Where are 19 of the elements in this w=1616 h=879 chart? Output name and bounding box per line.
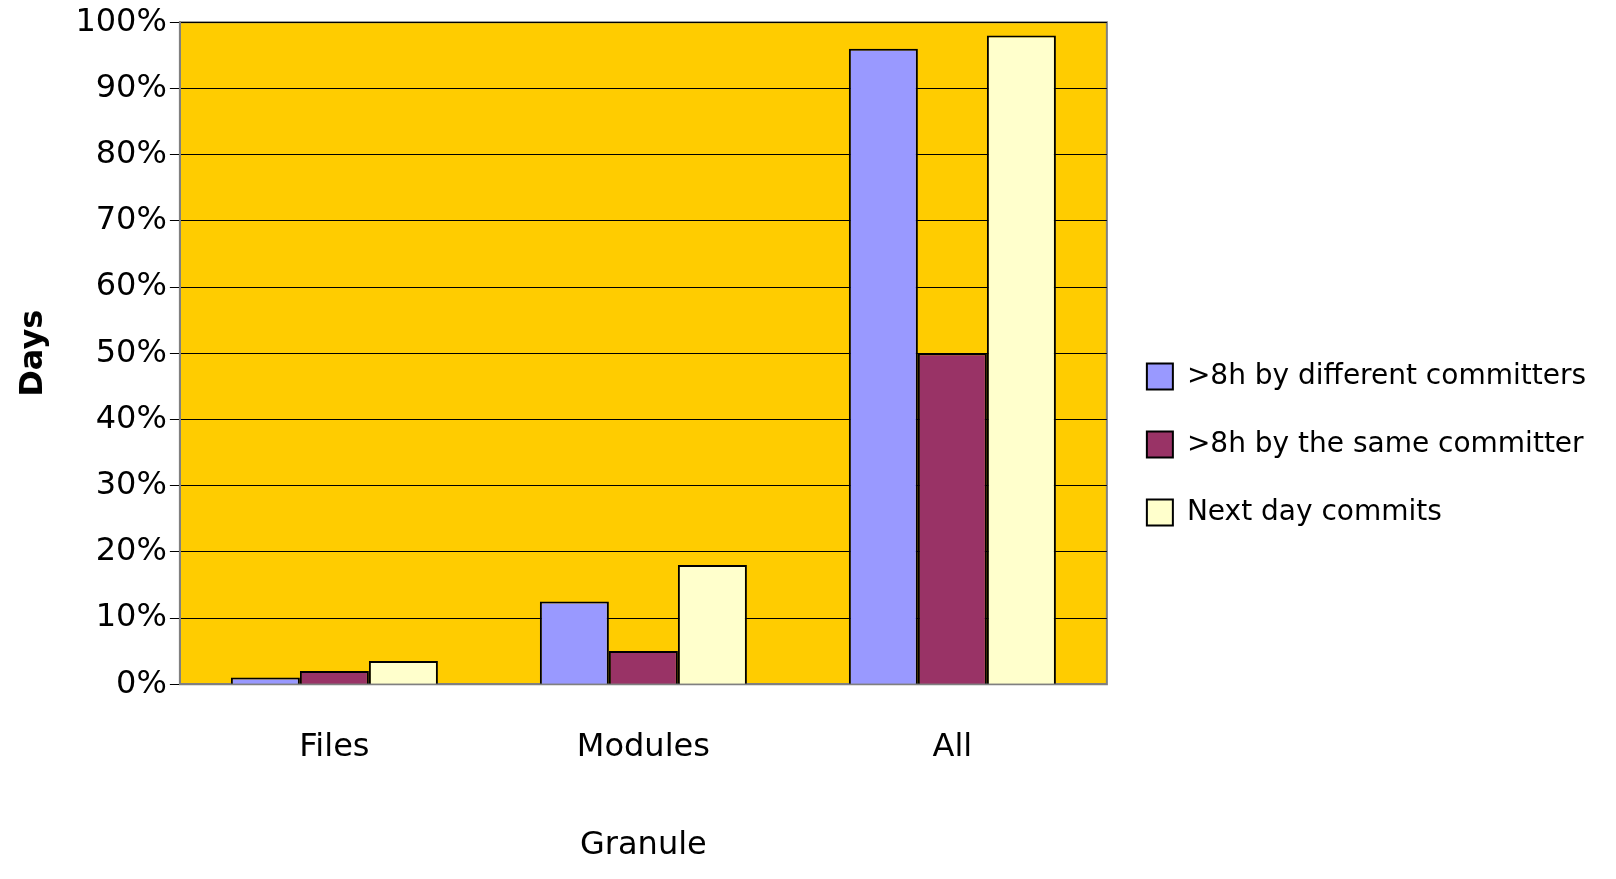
legend-label: >8h by the same committer xyxy=(1186,425,1585,459)
x-axis-title: Granule xyxy=(580,824,707,863)
legend-label: >8h by different committers xyxy=(1186,357,1586,391)
y-tick-label: 20% xyxy=(95,530,167,569)
y-tick-label: 100% xyxy=(75,0,167,39)
y-tick-label: 80% xyxy=(95,132,167,171)
y-tick-label: 30% xyxy=(95,463,167,502)
y-tick-label: 60% xyxy=(95,265,167,304)
x-tick-label: Modules xyxy=(576,725,710,764)
y-tick-label: 0% xyxy=(116,662,167,701)
y-tick-label: 90% xyxy=(95,66,167,105)
x-tick-label: Files xyxy=(299,725,370,764)
y-tick-label: 70% xyxy=(95,199,167,238)
legend-label: Next day commits xyxy=(1186,493,1442,527)
y-tick-label: 40% xyxy=(95,397,167,436)
y-tick-label: 50% xyxy=(95,331,167,370)
y-tick-label: 10% xyxy=(95,596,167,635)
y-axis-title: Days xyxy=(11,309,50,397)
x-tick-label: All xyxy=(932,725,973,764)
